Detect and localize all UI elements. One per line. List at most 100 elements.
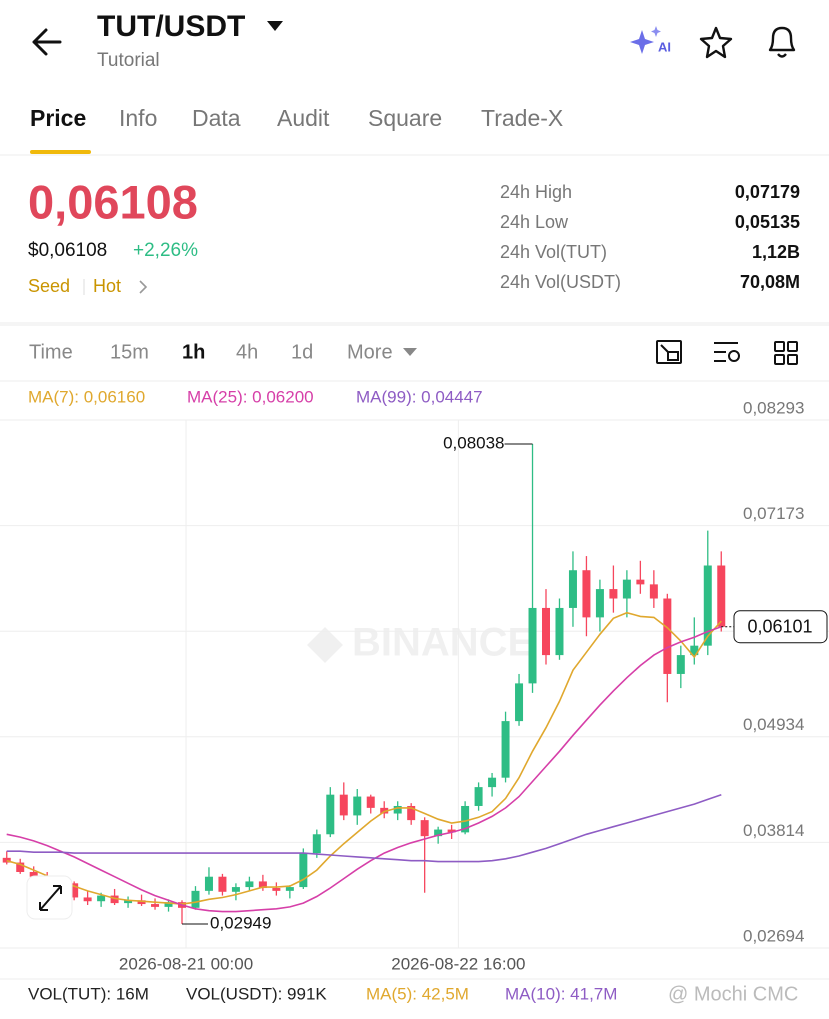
candle-body <box>137 900 146 905</box>
stat-label: 24h Vol(USDT) <box>500 272 621 292</box>
volume-legend-entry: MA(5): 42,5M <box>366 984 469 1003</box>
candle-body <box>595 589 604 618</box>
candle-body <box>124 900 133 904</box>
y-tick-label: 0,04934 <box>743 715 804 734</box>
stat-value: 0,07179 <box>735 182 800 202</box>
candle-body <box>703 565 712 646</box>
toolbar-icon[interactable] <box>714 342 740 362</box>
candle-body <box>474 787 483 806</box>
stat-value: 70,08M <box>740 272 800 292</box>
watermark: @ Mochi CMC <box>668 983 798 1005</box>
toolbar-icon[interactable] <box>774 341 798 365</box>
candle-body <box>110 895 119 904</box>
tab[interactable]: Audit <box>277 105 330 131</box>
last-price-tag <box>733 610 828 644</box>
favorite-button[interactable] <box>699 26 733 59</box>
interval[interactable]: 1h <box>182 341 205 363</box>
expand-button[interactable] <box>26 875 73 920</box>
tab[interactable]: Price <box>30 105 86 131</box>
candle-body <box>258 881 267 889</box>
volume-legend-entry: MA(10): 41,7M <box>505 984 617 1003</box>
tag[interactable]: Hot <box>93 276 121 296</box>
candle-body <box>542 607 550 656</box>
y-tick-label: 0,02694 <box>743 926 804 945</box>
candle-body <box>434 829 443 837</box>
candle-body <box>501 721 510 778</box>
ai-sparkle <box>651 26 661 37</box>
ma-line <box>6 793 722 863</box>
tab[interactable]: Trade-X <box>481 105 563 131</box>
pair-subtitle: Tutorial <box>97 50 160 71</box>
alert-button[interactable] <box>768 26 796 58</box>
pair-title[interactable]: TUT/USDT <box>97 10 245 43</box>
candle-body <box>622 579 631 599</box>
divider <box>0 322 829 326</box>
candle-body <box>151 904 160 907</box>
candle-body <box>447 829 456 833</box>
candle-body <box>353 796 362 816</box>
candle-body <box>690 645 699 656</box>
last-price: 0,06108 <box>28 175 198 228</box>
interval[interactable]: Time <box>29 341 73 363</box>
bell-clapper <box>777 53 787 58</box>
pair-dropdown[interactable] <box>267 21 283 31</box>
volume-legend-entry: VOL(TUT): 16M <box>28 984 149 1003</box>
candle-body <box>663 598 672 674</box>
candle-body <box>191 890 200 908</box>
candle-body <box>218 876 227 892</box>
icon-arrow <box>660 344 669 353</box>
candle-body <box>636 579 645 585</box>
candle-body <box>649 584 658 599</box>
usd-price: $0,06108 <box>28 240 107 261</box>
tab[interactable]: Data <box>192 105 241 131</box>
tag[interactable]: Seed <box>28 276 70 296</box>
watermark-logo <box>307 627 343 663</box>
icon-lines <box>714 342 738 362</box>
y-tick-label: 0,03814 <box>743 821 804 840</box>
icon-inner <box>667 351 679 361</box>
y-tick-label: 0,08293 <box>743 398 804 417</box>
stat-value: 1,12B <box>752 242 800 262</box>
interval[interactable]: 1d <box>291 341 313 363</box>
stat-label: 24h Vol(TUT) <box>500 242 607 262</box>
legend-entry: MA(99): 0,04447 <box>356 387 483 406</box>
candle-body <box>70 883 79 898</box>
candle-body <box>407 805 416 821</box>
more-dropdown[interactable] <box>403 348 417 356</box>
icon-cell <box>787 341 798 352</box>
candle-body <box>380 807 389 814</box>
y-tick-label: 0,07173 <box>743 504 804 523</box>
interval[interactable]: 15m <box>110 341 149 363</box>
chevron <box>139 280 148 294</box>
back-button[interactable] <box>32 28 62 56</box>
ai-button[interactable]: AI <box>630 26 671 54</box>
interval[interactable]: More <box>347 341 393 363</box>
stat-value: 0,05135 <box>735 212 800 232</box>
candle-body <box>16 862 25 872</box>
tab[interactable]: Info <box>119 105 157 131</box>
icon-frame <box>656 340 682 364</box>
toolbar-icon[interactable] <box>656 340 682 364</box>
stat-label: 24h High <box>500 182 572 202</box>
candle-body <box>676 655 685 674</box>
icon-cell <box>774 341 785 352</box>
ai-badge: AI <box>658 39 671 54</box>
volume-legend-entry: VOL(USDT): 991K <box>186 984 327 1003</box>
candle-body <box>326 794 335 835</box>
candle-body <box>366 796 375 808</box>
icon-cell <box>787 354 798 365</box>
interval[interactable]: 4h <box>236 341 258 363</box>
stat-label: 24h Low <box>500 212 569 232</box>
icon-gear <box>728 350 740 362</box>
legend-entry: MA(25): 0,06200 <box>187 387 314 406</box>
candle-body <box>582 570 591 618</box>
candle-body <box>97 895 106 902</box>
candle-body <box>83 897 92 902</box>
tab[interactable]: Square <box>368 105 442 131</box>
candle-body <box>717 565 726 627</box>
candle-body <box>245 881 254 888</box>
candle-body <box>461 805 470 833</box>
candle-body <box>204 876 213 891</box>
active-tab-indicator <box>30 150 91 154</box>
